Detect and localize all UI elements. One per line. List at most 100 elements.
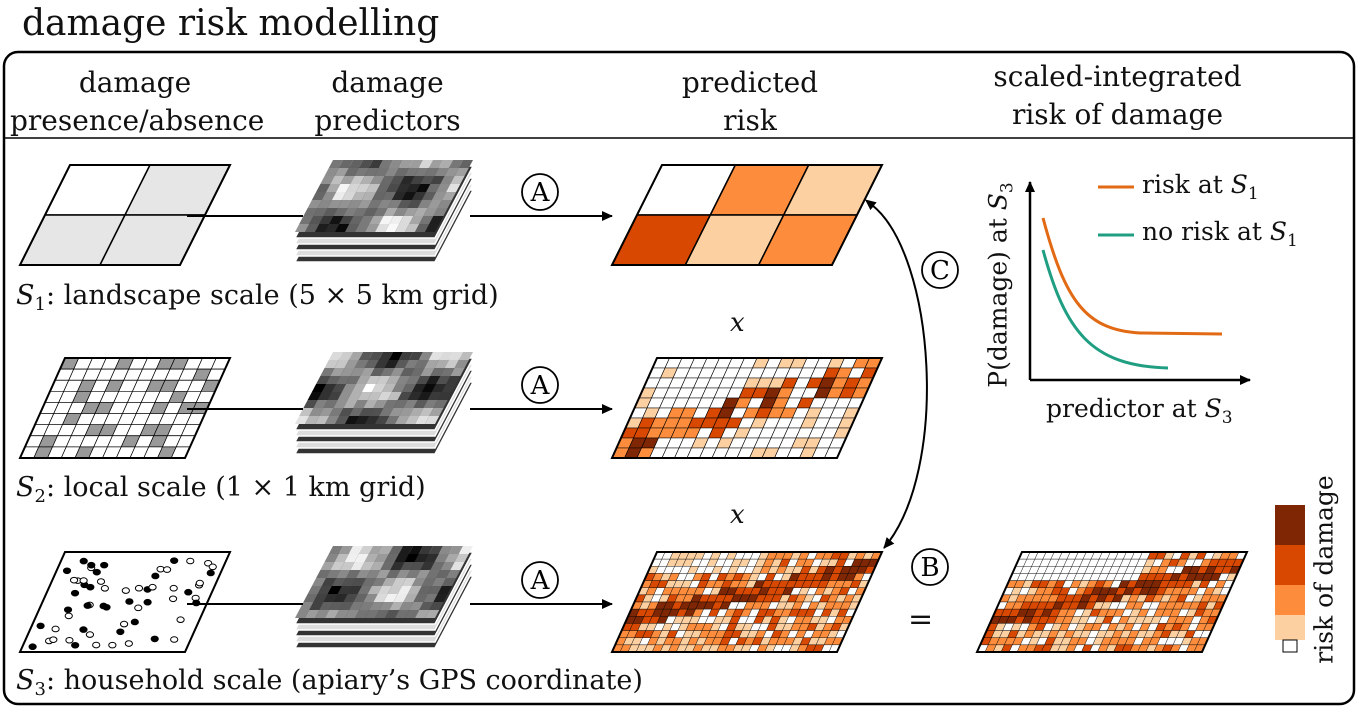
predictor-stack-s3-pixel <box>315 610 330 618</box>
multiply-sign-1: x <box>730 308 745 338</box>
predictor-stack-s1-pixel <box>407 200 422 208</box>
predictor-stack-s1-pixel <box>351 192 367 200</box>
predictor-stack-s2-pixel <box>358 352 373 360</box>
predictor-stack-s3-pixel <box>378 546 393 554</box>
predictor-stack-s3-pixel <box>365 610 380 618</box>
predictor-stack-s2-pixel <box>315 416 330 424</box>
predictor-stack-s1-pixel <box>377 200 392 208</box>
scale-caption-s2: S2: local scale (1 × 1 km grid) <box>16 472 426 507</box>
predictor-stack-s2-pixel <box>378 352 393 360</box>
predictor-stack-s1-pixel <box>424 168 439 176</box>
predictor-stack-s1-pixel <box>437 200 452 208</box>
predictor-stack-s2-pixel <box>328 352 343 360</box>
step-a-s2-label: A <box>530 371 551 401</box>
household-point <box>85 631 95 638</box>
household-point <box>134 604 143 612</box>
predictor-stack-s2-pixel <box>441 384 457 392</box>
predictor-stack-s3-pixel <box>329 602 344 610</box>
predictor-stack-s2-pixel <box>338 352 353 360</box>
predictor-stack-s1-pixel <box>345 224 360 232</box>
household-point <box>143 598 152 606</box>
predictor-stack-s1-pixel <box>399 216 414 224</box>
predictor-stack-s1-pixel <box>357 200 372 208</box>
predictor-stack-s3-pixel <box>347 586 362 594</box>
household-point <box>69 576 79 584</box>
predictor-stack-s2-pixel <box>433 400 448 408</box>
header-predictors-line1: damage <box>331 66 444 99</box>
household-point <box>184 588 193 596</box>
predictor-stack-s1-pixel <box>334 168 349 176</box>
predictor-stack-s1-pixel <box>386 184 401 192</box>
predictor-stack-s3-pixel <box>418 546 433 554</box>
predictor-stack-s3-pixel <box>390 562 405 570</box>
predictor-stack-s3-pixel <box>328 546 343 554</box>
step-a-s1-circle <box>521 173 559 211</box>
predictor-stack-s2-pixel <box>384 360 399 368</box>
predictor-stack-s1-pixel <box>374 168 389 176</box>
predictor-stack-s1-pixel <box>397 200 412 208</box>
predictor-stack-s2-pixel <box>305 416 320 424</box>
predictor-stack-s1-pixel <box>384 168 399 176</box>
risk-s3-outline <box>610 551 884 653</box>
predictor-stack-s3-pixel <box>321 578 337 586</box>
predictor-stack-s3-pixel <box>444 554 459 562</box>
header-integrated-line1: scaled-integrated <box>993 60 1242 93</box>
predictor-stack-s2-pixel <box>450 368 465 376</box>
predictor-stack-s1-pixel <box>327 200 342 208</box>
predictor-stack-s3-pixel <box>434 554 449 562</box>
predictor-stack-s1-pixel <box>338 160 353 168</box>
predictor-stack-s3-pixel <box>374 554 389 562</box>
predictor-stack-s3-pixel <box>319 602 334 610</box>
predictor-stack-s3-pixel <box>358 546 373 554</box>
predictor-stack-s2-pixel <box>349 408 364 416</box>
predictor-stack-s3-pixel <box>361 578 377 586</box>
predictor-stack-s1-pixel <box>325 224 340 232</box>
predictor-stack-s3-pixel <box>394 554 409 562</box>
household-point <box>116 628 125 636</box>
predictor-stack-s3-pixel <box>408 546 423 554</box>
predictor-stack-s1-pixel <box>428 160 443 168</box>
predictor-stack-s3-pixel <box>377 586 392 594</box>
predictor-stack-s3-pixel <box>320 562 335 570</box>
predictor-stack-s1-pixel <box>408 160 423 168</box>
household-point <box>176 616 185 624</box>
predictor-stack-s3-pixel <box>334 554 349 562</box>
predictor-stack-s2-pixel <box>446 376 461 384</box>
predictor-stack-s1-pixel <box>331 192 347 200</box>
predictor-stack-s2-pixel <box>407 392 422 400</box>
predictor-stack-s1-pixel <box>409 216 424 224</box>
predictor-stack-s3-pixel <box>383 594 398 602</box>
predictor-stack-s3-pixel <box>375 610 390 618</box>
predictor-stack-s1-pixel <box>404 168 419 176</box>
colorbar-step <box>1275 505 1305 545</box>
predictor-stack-s1-pixel <box>373 208 388 216</box>
predictor-stack-s1-pixel <box>328 160 343 168</box>
predictor-stack-s3-pixel <box>316 570 331 578</box>
predictor-stack-s3-pixel <box>364 554 379 562</box>
predictor-stack-s2-pixel <box>408 352 423 360</box>
household-point <box>96 578 106 585</box>
predictor-stack-s2-pixel <box>343 400 358 408</box>
predictor-stack-s1-pixel <box>363 208 378 216</box>
predictor-stack-s3-pixel <box>363 594 378 602</box>
colorbar-step <box>1275 545 1305 585</box>
predictor-stack-s3-pixel <box>413 594 428 602</box>
household-point <box>169 584 178 592</box>
curve-no-risk <box>1041 249 1169 370</box>
predictor-stack-s2-pixel <box>376 376 391 384</box>
predictor-stack-s3-pixel <box>433 594 448 602</box>
predictor-stack-s3-pixel <box>426 570 441 578</box>
predictor-stack-s1-pixel <box>427 200 442 208</box>
predictor-stack-s2-pixel <box>431 384 447 392</box>
predictor-stack-s1-pixel <box>335 224 350 232</box>
predictor-stack-s2-pixel <box>359 408 374 416</box>
predictor-stack-s2-pixel <box>424 360 439 368</box>
predictor-stack-s1-pixel <box>436 184 451 192</box>
household-point <box>148 583 157 591</box>
predictor-stack-s2-pixel <box>380 368 395 376</box>
predictor-stack-s1-pixel <box>381 192 397 200</box>
predictor-stack-s2-pixel <box>434 360 449 368</box>
predictor-stack-s3-pixel <box>440 562 455 570</box>
predictor-stack-s3-pixel <box>357 586 372 594</box>
predictor-stack-s2-pixel <box>334 360 349 368</box>
